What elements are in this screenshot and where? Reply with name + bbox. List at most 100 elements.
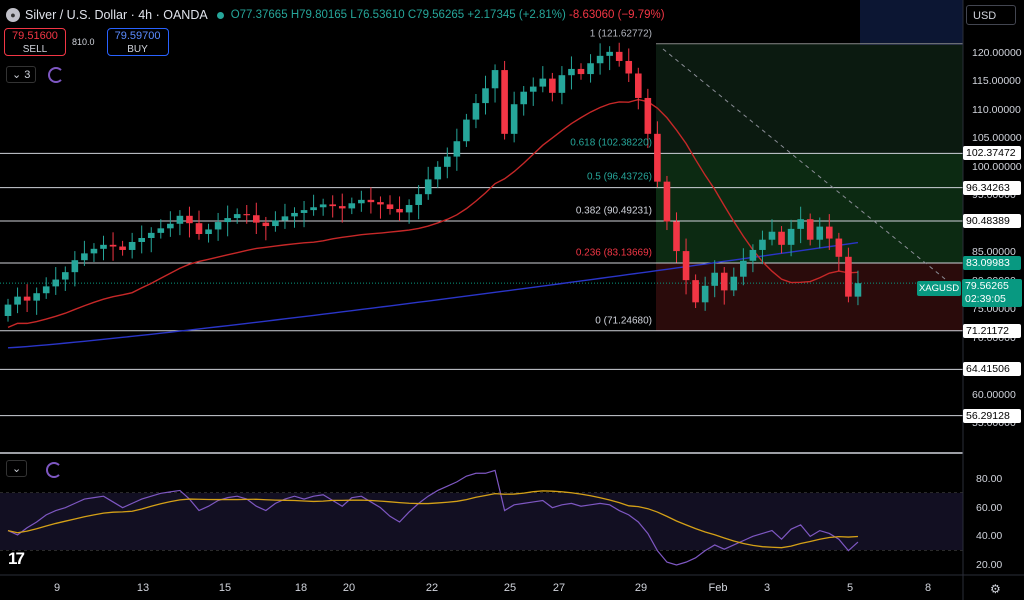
time-axis-label: 20 <box>342 582 356 594</box>
candle-body <box>167 223 174 229</box>
ohlc-readout: O77.37665 H79.80165 L76.53610 C79.56265 … <box>231 9 665 21</box>
currency-select[interactable]: USD <box>966 5 1016 25</box>
candle-body <box>663 181 671 222</box>
candle-body <box>701 285 709 303</box>
level-price-tag: 56.29128 <box>963 408 1021 423</box>
fib-level-label: 0.5 (96.43726) <box>586 171 652 183</box>
top-right-shade <box>860 0 963 45</box>
tradingview-logo[interactable]: 17 <box>8 549 25 568</box>
chevron-down-icon: ⌄ <box>12 69 22 81</box>
candle-body <box>549 78 556 93</box>
candle-body <box>243 214 251 216</box>
rsi-ma-line <box>7 490 858 549</box>
candle-body <box>176 215 184 224</box>
candle-body <box>444 156 451 167</box>
candle-body <box>52 279 60 287</box>
candle-body <box>14 296 21 305</box>
sell-button[interactable]: 79.51600 SELL <box>4 28 66 56</box>
candle-body <box>692 280 699 303</box>
candle-body <box>119 246 126 250</box>
candle-body <box>281 216 289 221</box>
level-price-tag: 83.09983 <box>963 256 1021 271</box>
candle-body <box>262 222 270 227</box>
candle-body <box>224 218 231 223</box>
price-axis-label: 60.00000 <box>972 388 1016 401</box>
buy-label: BUY <box>127 44 148 55</box>
candle-body <box>405 204 413 213</box>
candle-body <box>472 103 480 120</box>
candle-body <box>186 215 193 224</box>
candle-body <box>787 228 795 245</box>
buy-button[interactable]: 79.59700 BUY <box>106 28 169 56</box>
candle-body <box>720 272 728 291</box>
spread-value: 810.0 <box>72 37 95 47</box>
candle-body <box>23 296 31 301</box>
time-axis-label: 29 <box>634 582 648 594</box>
price-axis-label: 115.00000 <box>972 75 1021 88</box>
candle-body <box>33 293 40 301</box>
time-axis-label: 13 <box>136 582 150 594</box>
fib-level-label: 1 (121.62772) <box>589 28 652 40</box>
candle-body <box>491 70 499 89</box>
candle-body <box>396 208 403 213</box>
fib-level-label: 0 (71.24680) <box>595 315 652 327</box>
chevron-down-icon: ⌄ <box>12 463 22 475</box>
fib-zone-top <box>656 43 963 154</box>
candle-body <box>434 166 442 180</box>
candle-body <box>415 194 422 205</box>
candle-body <box>157 228 165 233</box>
candle-body <box>205 229 212 235</box>
symbol-title[interactable]: Silver / U.S. Dollar · 4h · OANDA <box>25 8 208 22</box>
market-open-status-icon <box>216 11 224 19</box>
time-axis-label: 5 <box>846 582 854 594</box>
candle-body <box>214 222 222 230</box>
rsi-collapse-button[interactable]: ⌄ <box>6 460 28 477</box>
candle-body <box>329 204 336 207</box>
rsi-axis-label: 20.00 <box>976 559 1003 571</box>
level-price-tag: 64.41506 <box>963 362 1021 377</box>
candle-body <box>711 272 718 286</box>
candle-body <box>338 206 346 209</box>
candle-body <box>854 283 862 297</box>
level-price-tag: 102.37472 <box>963 146 1021 161</box>
symbol-logo-icon: ● <box>6 8 20 22</box>
candle-body <box>759 239 766 250</box>
buy-price: 79.59700 <box>114 30 161 42</box>
open-value: O77.37665 <box>230 9 288 21</box>
high-value: H79.80165 <box>290 9 348 21</box>
indicators-collapse-button[interactable]: ⌄ 3 <box>6 66 37 83</box>
candle-body <box>568 68 575 76</box>
level-price-tag: 71.21172 <box>963 323 1021 338</box>
candle-body <box>740 260 747 277</box>
session-change-value: -8.63060 (−9.79%) <box>569 9 665 21</box>
candle-body <box>424 179 432 195</box>
candle-body <box>358 199 365 204</box>
sell-price: 79.51600 <box>12 30 58 42</box>
candle-body <box>109 244 117 247</box>
fib-zone-green <box>656 153 963 263</box>
candle-body <box>90 248 98 254</box>
low-value: L76.53610 <box>350 9 405 21</box>
candle-body <box>100 244 107 249</box>
rsi-line <box>7 469 859 566</box>
candle-body <box>386 204 394 209</box>
candle-body <box>806 219 814 240</box>
indicators-count: 3 <box>24 69 31 81</box>
candle-body <box>606 51 613 56</box>
candle-body <box>291 212 298 217</box>
candle-body <box>348 203 356 209</box>
rsi-axis-label: 60.00 <box>976 501 1003 514</box>
candle-body <box>367 199 375 203</box>
price-axis-label: 120.00000 <box>972 47 1022 59</box>
time-axis-label: 9 <box>53 582 61 594</box>
time-axis-label: 18 <box>294 582 308 594</box>
candle-body <box>673 221 680 252</box>
rsi-band-fill <box>0 493 963 550</box>
candle-body <box>520 91 527 105</box>
candle-body <box>510 104 518 134</box>
candle-body <box>71 260 79 273</box>
candle-body <box>615 51 623 61</box>
symbol-price-label: XAGUSD <box>917 281 961 296</box>
settings-icon[interactable]: ⚙ <box>990 582 1001 596</box>
